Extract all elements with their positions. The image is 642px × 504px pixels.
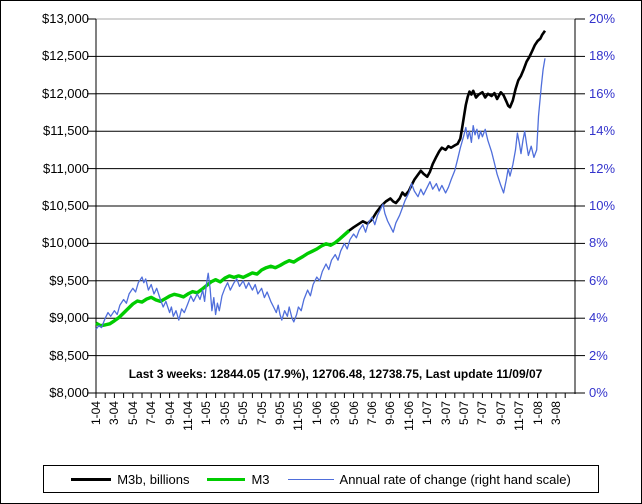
y-axis-left-tick-label: $9,500 xyxy=(49,272,89,288)
x-axis-tick-label: 1-04 xyxy=(89,401,103,426)
y-axis-right-tick-label: 0% xyxy=(589,385,608,400)
chart-annotation: Last 3 weeks: 12844.05 (17.9%), 12706.48… xyxy=(128,367,543,381)
series-line-2-annual-rate-of-change-right-hand-scale xyxy=(95,58,546,330)
y-axis-left-tick-label: $8,000 xyxy=(49,385,89,400)
x-axis-tick-label: 1-07 xyxy=(420,401,435,426)
legend-line-sample xyxy=(287,478,334,480)
legend-item: Annual rate of change (right hand scale) xyxy=(287,471,571,487)
y-axis-left-tick-label: $11,000 xyxy=(42,160,89,176)
x-axis-tick-label: 1-05 xyxy=(199,401,214,426)
x-axis-tick-label: 7-05 xyxy=(254,401,269,426)
y-axis-right-tick-label: 2% xyxy=(589,347,608,363)
x-axis-tick-label: 11-04 xyxy=(181,401,195,431)
y-axis-right-tick-label: 20% xyxy=(589,11,616,26)
x-axis-tick-label: 9-05 xyxy=(273,401,287,426)
legend-item: M3 xyxy=(207,471,270,487)
x-axis-tick-label: 1-06 xyxy=(309,401,324,426)
y-axis-left-tick-label: $8,500 xyxy=(49,347,89,363)
x-axis-tick-label: 1-08 xyxy=(530,401,545,426)
legend-line-sample xyxy=(207,477,246,481)
y-axis-left-tick-label: $10,000 xyxy=(42,235,89,251)
y-axis-left-tick-label: $9,000 xyxy=(49,310,89,326)
y-axis-left-labels: $13,000 $12,500 $12,000 $11,500 $11,000 $10,5… xyxy=(1,1,89,421)
y-axis-right-tick-label: 14% xyxy=(589,123,616,139)
x-axis-tick-label: 5-04 xyxy=(125,401,140,426)
y-axis-left-tick-label: $13,000 xyxy=(42,11,89,26)
x-axis-tick-label: 7-07 xyxy=(475,401,490,426)
legend-label: Annual rate of change (right hand scale) xyxy=(339,471,571,487)
x-axis-tick-label: 11-06 xyxy=(401,401,416,431)
y-axis-right-tick-label: 12% xyxy=(589,160,616,176)
legend-item: M3b, billions xyxy=(71,472,189,487)
x-axis-tick-label: 5-06 xyxy=(346,401,361,426)
x-axis-tick-label: 11-07 xyxy=(512,401,527,431)
x-axis-tick-label: 3-06 xyxy=(328,401,343,426)
legend-box: M3b, billions M3 Annual rate of change (ri… xyxy=(43,465,599,493)
x-axis-tick-label: 9-06 xyxy=(383,401,398,426)
x-axis-tick-label: 5-07 xyxy=(457,401,471,426)
x-axis-tick-label: 9-07 xyxy=(493,401,508,426)
legend-label: M3b, billions xyxy=(117,471,190,487)
y-axis-right-tick-label: 16% xyxy=(589,85,616,101)
x-axis-tick-label: 3-04 xyxy=(107,401,122,426)
x-axis-tick-label: 3-07 xyxy=(438,401,453,426)
x-axis-labels: 1-04 3-04 5-04 7-04 9-04 11-04 1-05 3-05 5-05 7-0… xyxy=(1,1,641,461)
y-axis-right-tick-label: 6% xyxy=(589,272,608,288)
y-axis-left-tick-label: $12,000 xyxy=(42,85,89,101)
x-axis-tick-label: 11-05 xyxy=(291,401,306,431)
y-axis-left-tick-label: $11,500 xyxy=(42,123,89,139)
x-axis-tick-label: 9-04 xyxy=(162,401,177,426)
legend-line-sample xyxy=(71,477,112,481)
x-axis-tick-label: 5-05 xyxy=(236,401,251,426)
series-line-1-m3 xyxy=(95,229,351,328)
legend-label: M3 xyxy=(251,471,270,487)
x-axis-tick-label: 3-05 xyxy=(217,401,232,426)
y-axis-right-labels: 20% 18% 16% 14% 12% 10% 8% 6% 4% 2% 0% xyxy=(589,1,641,421)
y-axis-right-tick-label: 8% xyxy=(589,235,608,251)
x-axis-tick-label: 7-06 xyxy=(365,401,379,426)
x-axis-tick-label: 7-04 xyxy=(144,401,159,426)
y-axis-right-tick-label: 4% xyxy=(589,310,608,326)
y-axis-left-tick-label: $10,500 xyxy=(42,198,89,213)
x-axis-tick-label: 3-08 xyxy=(549,401,563,426)
y-axis-right-tick-label: 10% xyxy=(589,198,616,213)
y-axis-left-tick-label: $12,500 xyxy=(42,48,89,64)
y-axis-right-tick-label: 18% xyxy=(589,48,616,64)
